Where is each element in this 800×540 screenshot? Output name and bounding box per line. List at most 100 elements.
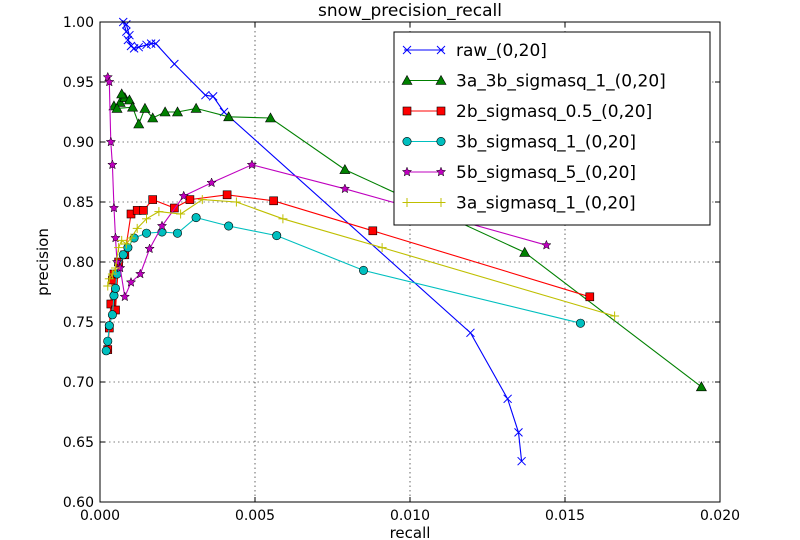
- legend-marker: [436, 198, 446, 207]
- data-point: [575, 318, 585, 328]
- series-1: [118, 17, 526, 466]
- data-point: [104, 274, 114, 284]
- x-tick-label: 0.020: [700, 508, 740, 524]
- data-point: [123, 243, 133, 253]
- data-point: [121, 239, 131, 249]
- data-point: [111, 263, 120, 273]
- data-point: [278, 214, 288, 224]
- legend-marker: [402, 106, 412, 116]
- data-point: [103, 281, 113, 291]
- data-point: [106, 299, 116, 309]
- data-point: [123, 35, 133, 45]
- legend-entry: 5b_sigmasq_5_(0,20]: [401, 163, 636, 183]
- legend-entry: 2b_sigmasq_0.5_(0,20]: [402, 102, 652, 122]
- legend-label: 3b_sigmasq_1_(0,20]: [456, 133, 636, 153]
- data-point: [116, 88, 128, 99]
- data-point: [126, 233, 136, 243]
- data-point: [358, 265, 368, 275]
- data-point: [139, 102, 151, 113]
- data-point: [231, 197, 241, 207]
- y-tick-label: 0.70: [63, 375, 94, 391]
- data-point: [206, 177, 217, 188]
- legend-entry: raw_(0,20]: [402, 41, 547, 61]
- data-point: [173, 228, 183, 238]
- legend-marker: [436, 106, 446, 116]
- data-point: [191, 213, 201, 223]
- data-point: [151, 39, 161, 48]
- data-point: [119, 291, 131, 302]
- data-point: [246, 159, 258, 170]
- legend: raw_(0,20] 3a_3b_sigmasq_1_(0,20] 2b_sigma…: [393, 31, 711, 226]
- legend-label: 2b_sigmasq_0.5_(0,20]: [456, 102, 652, 122]
- data-point: [519, 246, 531, 257]
- y-tick-label: 0.60: [63, 495, 94, 511]
- x-tick-label: 0.005: [235, 508, 275, 524]
- legend-marker: [402, 137, 412, 147]
- marker-stroke: [466, 328, 475, 338]
- data-point: [132, 223, 142, 233]
- data-point: [222, 190, 232, 200]
- legend-entry: 3b_sigmasq_1_(0,20]: [402, 133, 636, 153]
- data-point: [142, 228, 152, 238]
- x-tick-label: 0.010: [390, 508, 430, 524]
- series-6: [103, 195, 620, 321]
- marker-stroke: [134, 42, 144, 52]
- data-point: [103, 336, 113, 346]
- series-group: [101, 17, 707, 466]
- data-point: [197, 195, 207, 205]
- marker-stroke: [208, 92, 218, 101]
- marker-stroke: [201, 90, 210, 100]
- data-point: [117, 235, 127, 245]
- data-point: [466, 328, 475, 338]
- data-point: [123, 94, 135, 105]
- data-point: [144, 243, 155, 254]
- y-tick-label: 0.75: [63, 315, 94, 331]
- data-point: [125, 276, 137, 287]
- data-point: [695, 381, 707, 392]
- data-point: [133, 118, 145, 129]
- data-point: [269, 196, 278, 206]
- legend-entry: 3a_3b_sigmasq_1_(0,20]: [401, 72, 666, 92]
- data-point: [114, 243, 124, 253]
- legend-marker: [436, 137, 446, 147]
- data-point: [139, 206, 148, 215]
- data-point: [176, 209, 186, 219]
- y-axis-label: precision: [34, 228, 52, 296]
- plot-frame: [99, 21, 721, 503]
- data-point: [610, 311, 620, 321]
- data-point: [201, 90, 210, 100]
- series-4: [101, 213, 585, 356]
- data-point: [154, 207, 164, 217]
- data-point: [541, 239, 552, 250]
- data-point: [185, 195, 195, 204]
- marker-stroke: [503, 394, 513, 404]
- x-tick-label: 0.000: [80, 508, 120, 524]
- data-point: [264, 112, 277, 123]
- y-tick-label: 0.80: [63, 255, 94, 271]
- legend-box: [393, 31, 711, 226]
- y-tick-label: 0.90: [63, 135, 94, 151]
- legend-marker: [435, 74, 447, 85]
- data-point: [118, 250, 128, 260]
- data-point: [272, 231, 282, 241]
- data-point: [208, 92, 218, 101]
- data-point: [101, 346, 111, 356]
- data-point: [142, 214, 151, 224]
- data-point: [368, 226, 378, 236]
- data-point: [107, 310, 117, 320]
- series-2: [108, 88, 707, 392]
- y-tick-label: 0.95: [63, 75, 94, 91]
- legend-label: 3a_3b_sigmasq_1_(0,20]: [456, 72, 666, 92]
- data-point: [178, 190, 189, 201]
- marker-stroke: [151, 39, 161, 48]
- data-point: [107, 159, 118, 170]
- data-point: [585, 292, 595, 302]
- marker-stroke: [170, 59, 179, 69]
- data-point: [111, 256, 123, 267]
- data-point: [339, 183, 351, 194]
- data-point: [148, 195, 157, 204]
- data-point: [156, 220, 168, 231]
- data-point: [135, 268, 146, 279]
- legend-label: raw_(0,20]: [456, 41, 547, 61]
